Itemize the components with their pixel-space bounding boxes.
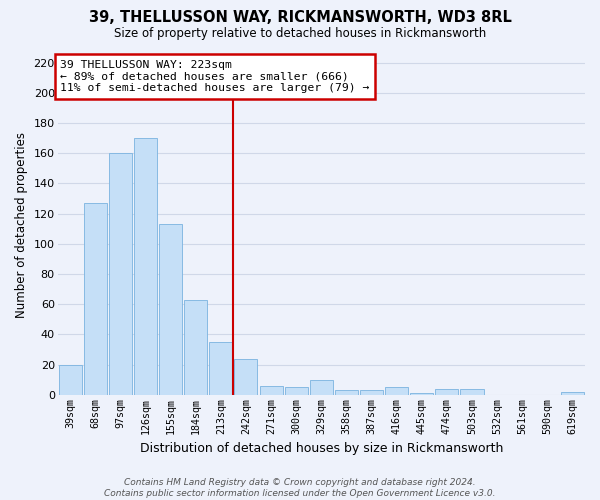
Bar xyxy=(235,358,257,395)
Bar xyxy=(134,138,157,395)
Bar xyxy=(109,153,132,395)
Bar xyxy=(159,224,182,395)
Bar xyxy=(335,390,358,395)
Bar xyxy=(260,386,283,395)
Bar xyxy=(184,300,207,395)
Bar xyxy=(310,380,333,395)
Bar xyxy=(84,203,107,395)
Bar xyxy=(460,389,484,395)
Text: Size of property relative to detached houses in Rickmansworth: Size of property relative to detached ho… xyxy=(114,28,486,40)
Bar xyxy=(436,389,458,395)
Bar xyxy=(410,394,433,395)
Bar xyxy=(385,388,408,395)
Text: 39 THELLUSSON WAY: 223sqm
← 89% of detached houses are smaller (666)
11% of semi: 39 THELLUSSON WAY: 223sqm ← 89% of detac… xyxy=(60,60,370,94)
Y-axis label: Number of detached properties: Number of detached properties xyxy=(15,132,28,318)
Bar xyxy=(284,388,308,395)
Text: 39, THELLUSSON WAY, RICKMANSWORTH, WD3 8RL: 39, THELLUSSON WAY, RICKMANSWORTH, WD3 8… xyxy=(89,10,511,25)
Text: Contains HM Land Registry data © Crown copyright and database right 2024.
Contai: Contains HM Land Registry data © Crown c… xyxy=(104,478,496,498)
X-axis label: Distribution of detached houses by size in Rickmansworth: Distribution of detached houses by size … xyxy=(140,442,503,455)
Bar xyxy=(59,364,82,395)
Bar xyxy=(561,392,584,395)
Bar xyxy=(209,342,232,395)
Bar xyxy=(360,390,383,395)
